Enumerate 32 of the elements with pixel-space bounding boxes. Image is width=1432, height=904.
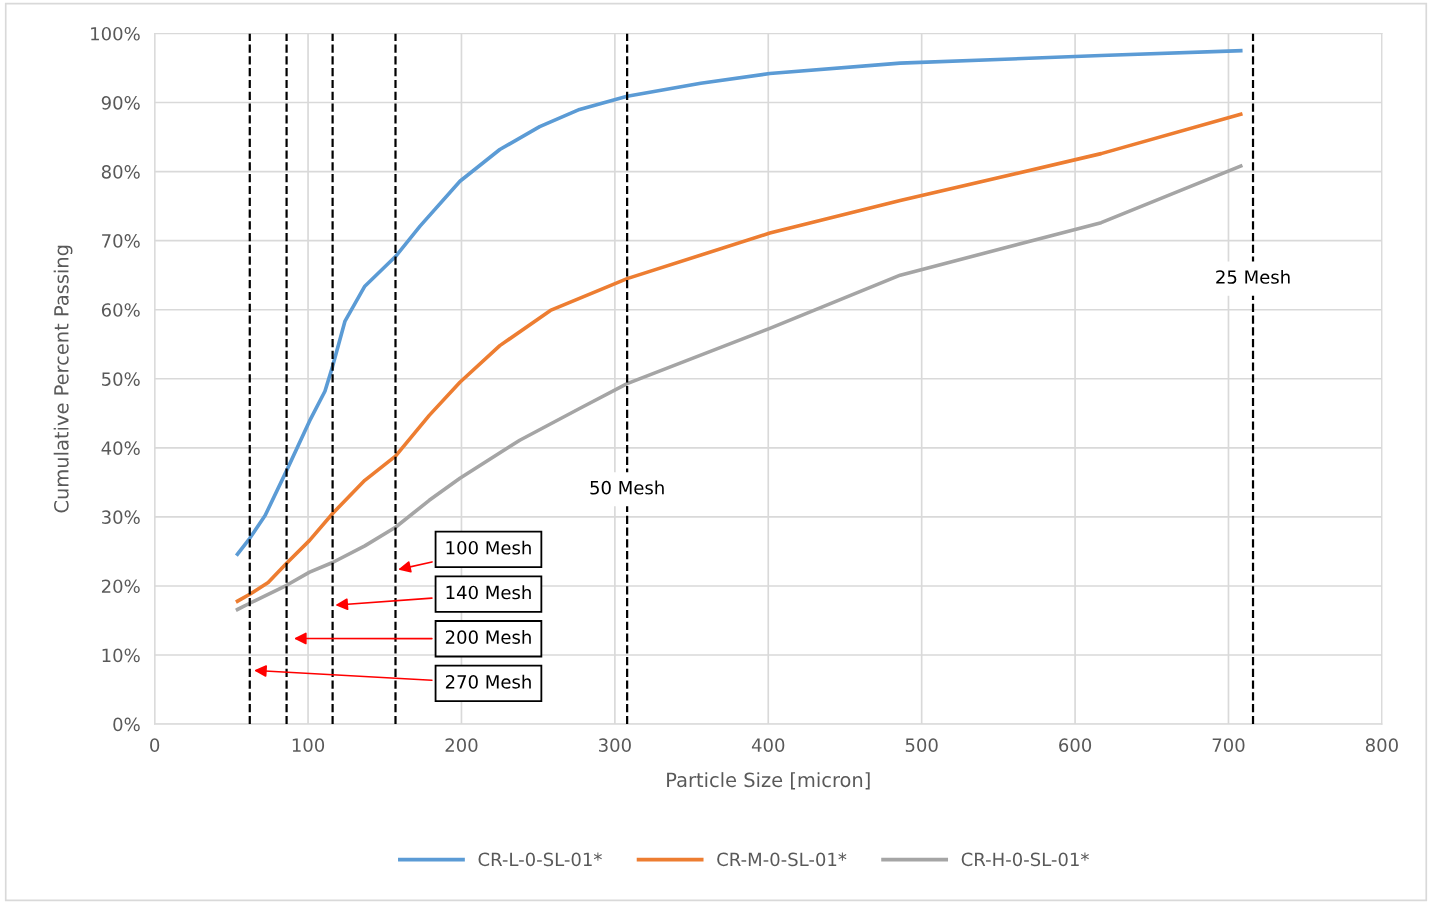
y-tick-label: 80% — [101, 165, 140, 179]
y-tick-label: 20% — [101, 579, 140, 594]
y-tick-label: 50% — [102, 372, 140, 386]
legend-label: CR-H-0-SL-01* — [961, 852, 1089, 867]
annotation: 140 Mesh — [446, 585, 531, 600]
line-series — [235, 48, 1243, 557]
y-tick-label: 90% — [101, 95, 140, 110]
y-tick-label: 0% — [113, 717, 140, 732]
annotation: 270 Mesh — [445, 674, 531, 689]
x-tick-label: 700 — [1212, 738, 1245, 752]
y-tick-label: 40% — [101, 441, 140, 455]
y-tick-label: 10% — [102, 648, 140, 663]
legend-label: CR-M-0-SL-01* — [717, 852, 847, 867]
annotation: 200 Mesh — [445, 630, 531, 644]
legend-label: CR-L-0-SL-01* — [478, 852, 602, 867]
x-tick-label: 800 — [1365, 738, 1398, 752]
x-tick-label: 200 — [445, 738, 478, 752]
x-tick-label: 400 — [751, 738, 785, 752]
annotation: 100 Mesh — [446, 540, 531, 555]
y-tick-label: 70% — [102, 234, 140, 248]
y-tick-label: 60% — [101, 303, 140, 317]
x-tick-label: 0 — [150, 738, 160, 752]
ref-line-label: 25 Mesh — [1216, 269, 1290, 284]
y-tick-label: 30% — [102, 510, 140, 525]
y-tick-label: 100% — [91, 26, 140, 41]
x-tick-label: 600 — [1059, 738, 1092, 752]
x-tick-label: 300 — [599, 738, 631, 752]
x-tick-label: 100 — [292, 738, 325, 752]
y-axis-title: Cumulative Percent Passing — [53, 245, 73, 513]
x-axis-title: Particle Size [micron] — [667, 772, 870, 790]
x-tick-label: 500 — [905, 738, 938, 752]
ref-line-label: 50 Mesh — [590, 480, 664, 495]
